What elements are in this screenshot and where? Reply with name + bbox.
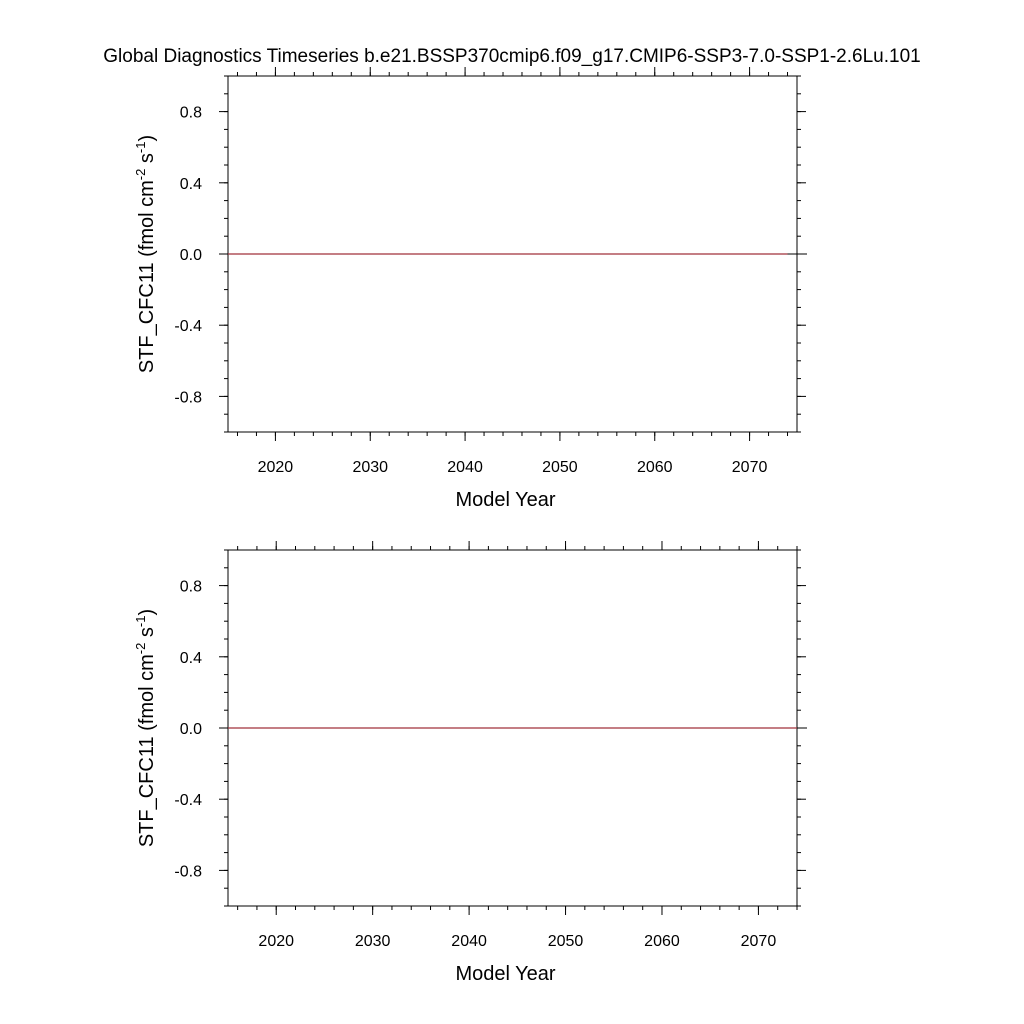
- y-tick-label: 0.8: [180, 579, 202, 596]
- x-tick-label: 2050: [542, 459, 578, 476]
- y-axis-label-part: s: [136, 153, 158, 169]
- x-tick-label: 2070: [741, 933, 777, 950]
- y-axis-label-part: STF_CFC11 (fmol cm: [136, 654, 158, 847]
- x-tick-label: 2060: [644, 933, 680, 950]
- chart-panel-2: 2020 2030 2040 2050 2060 2070 0.8 0.4 0.0 -0.4 -0.…: [133, 541, 807, 985]
- y-axis-label-part: ): [136, 135, 158, 142]
- figure-title: Global Diagnostics Timeseries b.e21.BSSP…: [103, 46, 920, 67]
- x-tick-label: 2020: [258, 933, 294, 950]
- y-tick-label: 0.0: [180, 721, 202, 738]
- y-axis-label-part: STF_CFC11 (fmol cm: [136, 180, 158, 373]
- x-tick-label: 2070: [732, 459, 768, 476]
- x-tick-label: 2030: [352, 459, 388, 476]
- y-axis-label: STF_CFC11 (fmol cm-2 s-1): [133, 135, 158, 373]
- y-tick-label: -0.8: [174, 389, 202, 406]
- y-tick-label: 0.4: [180, 176, 202, 193]
- y-axis-label-superscript: -1: [133, 142, 148, 154]
- x-tick-label: 2040: [451, 933, 487, 950]
- x-tick-label: 2020: [258, 459, 294, 476]
- y-axis-label-superscript: -2: [133, 643, 148, 655]
- x-tick-label: 2040: [447, 459, 483, 476]
- x-tick-label: 2030: [355, 933, 391, 950]
- y-tick-label: 0.0: [180, 247, 202, 264]
- y-tick-label: -0.4: [174, 318, 202, 335]
- y-axis-label-part: ): [136, 609, 158, 616]
- x-tick-label: 2050: [548, 933, 584, 950]
- x-tick-label: 2060: [637, 459, 673, 476]
- y-axis-label-part: s: [136, 627, 158, 643]
- y-axis-label: STF_CFC11 (fmol cm-2 s-1): [133, 609, 158, 847]
- y-axis-label-superscript: -2: [133, 169, 148, 181]
- panels: 2020 2030 2040 2050 2060 2070 0.8 0.4 0.0 -0.4 -0.…: [133, 67, 807, 985]
- y-tick-label: 0.8: [180, 105, 202, 122]
- x-axis-label: Model Year: [455, 489, 555, 511]
- chart-panel-1: 2020 2030 2040 2050 2060 2070 0.8 0.4 0.0 -0.4 -0.…: [133, 67, 807, 511]
- y-tick-label: -0.4: [174, 792, 202, 809]
- y-axis-label-superscript: -1: [133, 616, 148, 628]
- x-axis-label: Model Year: [455, 963, 555, 985]
- y-tick-label: -0.8: [174, 863, 202, 880]
- y-tick-label: 0.4: [180, 650, 202, 667]
